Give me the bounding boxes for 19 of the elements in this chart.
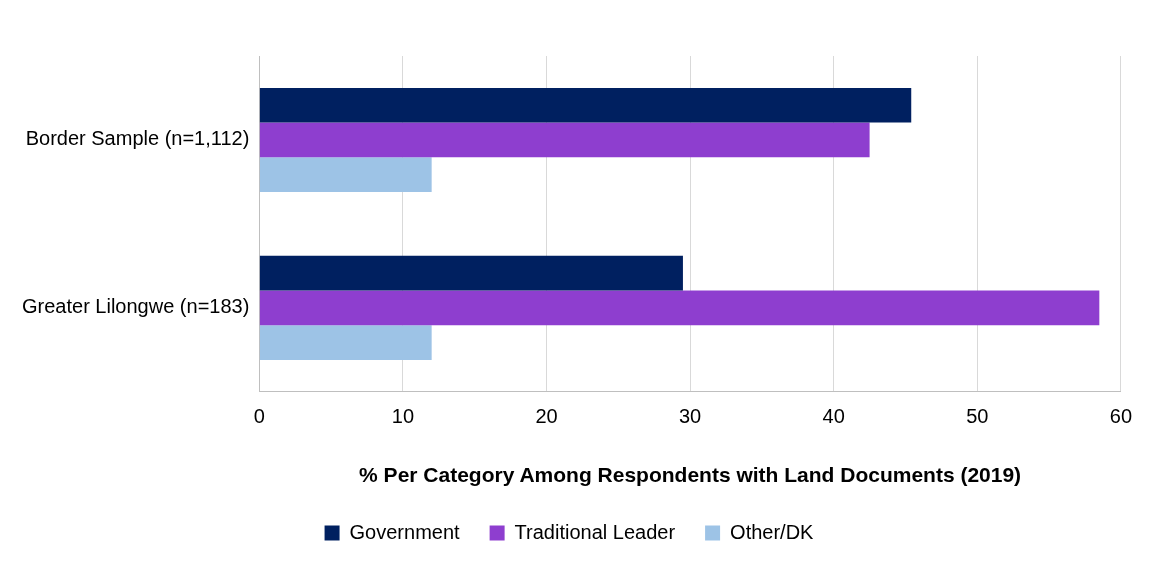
x-tick-label: 60 (1109, 405, 1132, 428)
bar (259, 255, 683, 291)
x-tick-label: 20 (535, 405, 558, 428)
x-tick-label: 50 (966, 405, 989, 428)
legend-label: Other/DK (730, 520, 815, 543)
bar (259, 122, 870, 158)
bar (259, 87, 912, 123)
bar (259, 290, 1100, 326)
bar (259, 325, 432, 360)
x-tick-label: 10 (391, 405, 415, 428)
y-tick-label: Border Sample (n=1,112) (25, 127, 250, 150)
legend-label: Traditional Leader (514, 520, 676, 543)
y-tick-label: Greater Lilongwe (n=183) (21, 295, 250, 318)
x-tick-label: 30 (678, 405, 702, 428)
x-tick-label: 40 (822, 405, 845, 428)
bar (259, 157, 432, 192)
legend-label: Government (349, 520, 461, 543)
x-axis-title: % Per Category Among Respondents with Land Documents (2019) (359, 463, 1022, 487)
x-tick-label: 0 (253, 405, 265, 428)
